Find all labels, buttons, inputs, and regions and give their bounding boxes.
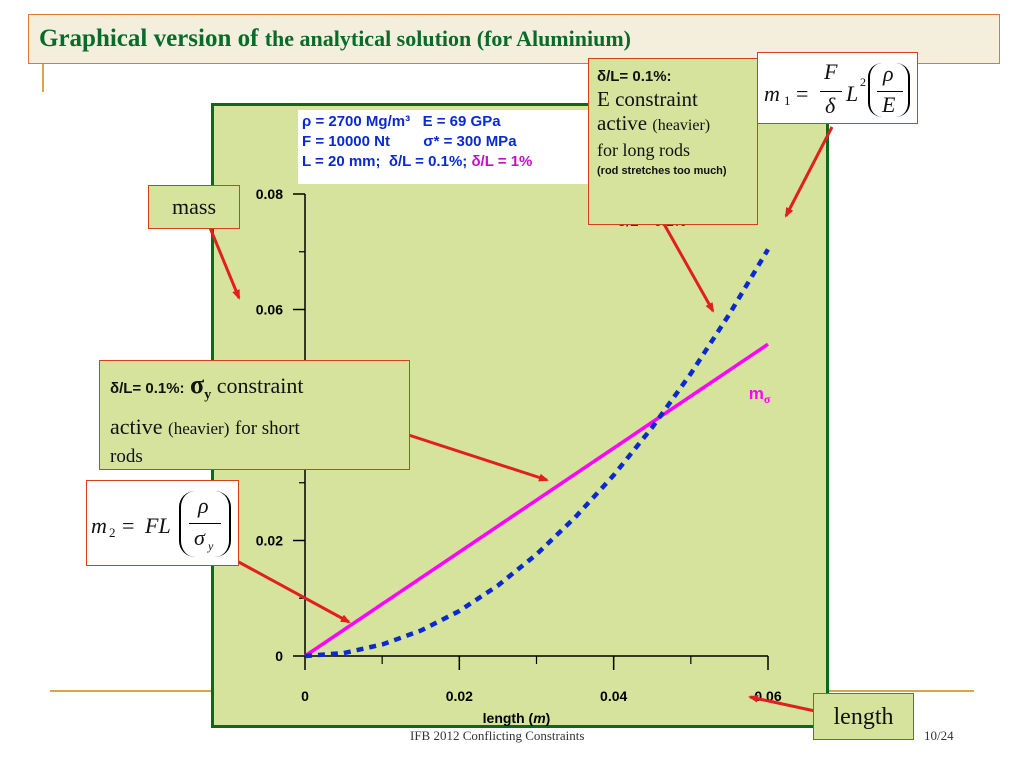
sigma-head: δ/L= 0.1%: <box>110 380 185 397</box>
sigma-active: active <box>110 414 163 440</box>
param-line-1: ρ = 2700 Mg/m³ E = 69 GPa <box>302 113 501 130</box>
formula-m2-sigma-sub: y <box>208 539 214 553</box>
formula-m1-rho: ρ <box>883 61 894 86</box>
param-line-2: F = 10000 Nt σ* = 300 MPa <box>302 133 517 150</box>
e-constraint-line-3: for long rods <box>597 140 690 160</box>
callout-e-constraint: δ/L= 0.1%: E constraint active (heavier)… <box>588 58 758 225</box>
parameter-box: ρ = 2700 Mg/m³ E = 69 GPa F = 10000 Nt σ… <box>298 110 590 184</box>
formula-m2-rho: ρ <box>198 493 209 518</box>
series-line-1 <box>304 248 770 659</box>
formula-m1-num: F <box>824 59 838 84</box>
arrow-sigma-constraint <box>383 425 549 482</box>
title-accent-tick <box>42 64 44 92</box>
formula-m2-bar <box>189 523 221 524</box>
y-tick-label: 0.06 <box>256 302 283 318</box>
sigma-heavier: (heavier) <box>168 419 230 439</box>
x-axis-label: length (m) <box>483 710 551 726</box>
formula-m2: m 2 = FL ρ σ y <box>91 489 237 561</box>
sigma-line-3: rods <box>110 446 143 468</box>
x-tick-label: 0.02 <box>446 688 473 704</box>
formula-m1-E: E <box>882 92 896 117</box>
formula-m1-den: δ <box>825 93 836 118</box>
callout-formula-m2: m 2 = FL ρ σ y <box>86 480 239 566</box>
arrow-e-constraint <box>653 207 715 313</box>
footer-divider-left <box>50 690 215 692</box>
e-constraint-head: δ/L= 0.1%: <box>597 68 672 85</box>
x-tick-label: 0 <box>301 688 309 704</box>
sigma-constraint-word: constraint <box>216 373 304 398</box>
title-part-2: the analytical solution (for Aluminium) <box>264 26 631 51</box>
formula-m2-eq: = <box>122 513 135 538</box>
formula-m1-lhs: m <box>764 81 780 106</box>
callout-length: length <box>813 693 914 740</box>
e-constraint-heavier: (heavier) <box>652 117 711 134</box>
footer-page-number: 10/24 <box>924 728 954 743</box>
arrow-mass <box>204 217 241 300</box>
e-constraint-line-2: active (heavier) <box>597 111 749 138</box>
formula-m1-sub: 1 <box>784 93 791 108</box>
formula-m2-sub: 2 <box>109 525 116 540</box>
sigma-for-short: for short <box>234 418 300 440</box>
param-line-3b: δ/L = 1% <box>471 153 533 170</box>
arrow-length <box>748 694 816 713</box>
e-constraint-active: active <box>597 111 648 135</box>
sigma-line-2: active (heavier) for short <box>110 411 399 445</box>
formula-m2-sigma: σ <box>194 525 205 550</box>
formula-m1-sq: 2 <box>860 75 866 89</box>
e-constraint-note: (rod stretches too much) <box>597 165 727 177</box>
y-tick-label: 0.08 <box>256 186 283 202</box>
series-label-m-sigma: mσ <box>749 384 771 406</box>
param-line-3: L = 20 mm; δ/L = 0.1%; δ/L = 1% <box>302 152 590 172</box>
arrows-layer <box>204 126 834 713</box>
e-constraint-line-1: E constraint <box>597 87 698 111</box>
formula-m2-lhs: m <box>91 513 107 538</box>
callout-formula-m1: m 1 = F δ L 2 ρ E <box>757 52 918 124</box>
formula-m1-paren <box>868 63 910 117</box>
callout-mass-label: mass <box>172 194 216 219</box>
callout-sigma-constraint: δ/L= 0.1%: σy constraint active (heavier… <box>99 360 410 470</box>
y-tick-label: 0.02 <box>256 533 283 549</box>
title-bar: Graphical version of the analytical solu… <box>28 14 1000 64</box>
slide-title: Graphical version of the analytical solu… <box>39 25 631 53</box>
param-line-3a: L = 20 mm; δ/L = 0.1%; <box>302 153 468 170</box>
footer-divider-right <box>829 690 974 692</box>
formula-m1: m 1 = F δ L 2 ρ E <box>764 59 914 121</box>
footer-text: IFB 2012 Conflicting Constraints <box>410 728 585 743</box>
formula-m2-paren <box>179 491 231 557</box>
y-tick-label: 0 <box>275 648 283 664</box>
arrow-formula-m1 <box>784 126 834 218</box>
x-tick-label: 0.04 <box>600 688 627 704</box>
formula-m1-L: L <box>846 81 859 106</box>
sigma-sub: y <box>204 387 212 403</box>
sigma-line-1: δ/L= 0.1%: σy constraint <box>110 369 399 411</box>
series-line-0 <box>304 342 769 658</box>
callout-length-label: length <box>833 704 894 730</box>
formula-m1-inner-bar <box>877 91 903 92</box>
formula-m2-FL: FL <box>145 513 171 538</box>
title-part-1: Graphical version of <box>39 25 259 52</box>
formula-m1-eq: = <box>796 81 809 106</box>
formula-m1-fraction-bar <box>820 91 842 92</box>
series-layer <box>304 248 770 659</box>
sigma-symbol: σ <box>190 370 205 399</box>
arrow-formula-m2 <box>234 558 351 624</box>
callout-mass: mass <box>148 185 240 229</box>
